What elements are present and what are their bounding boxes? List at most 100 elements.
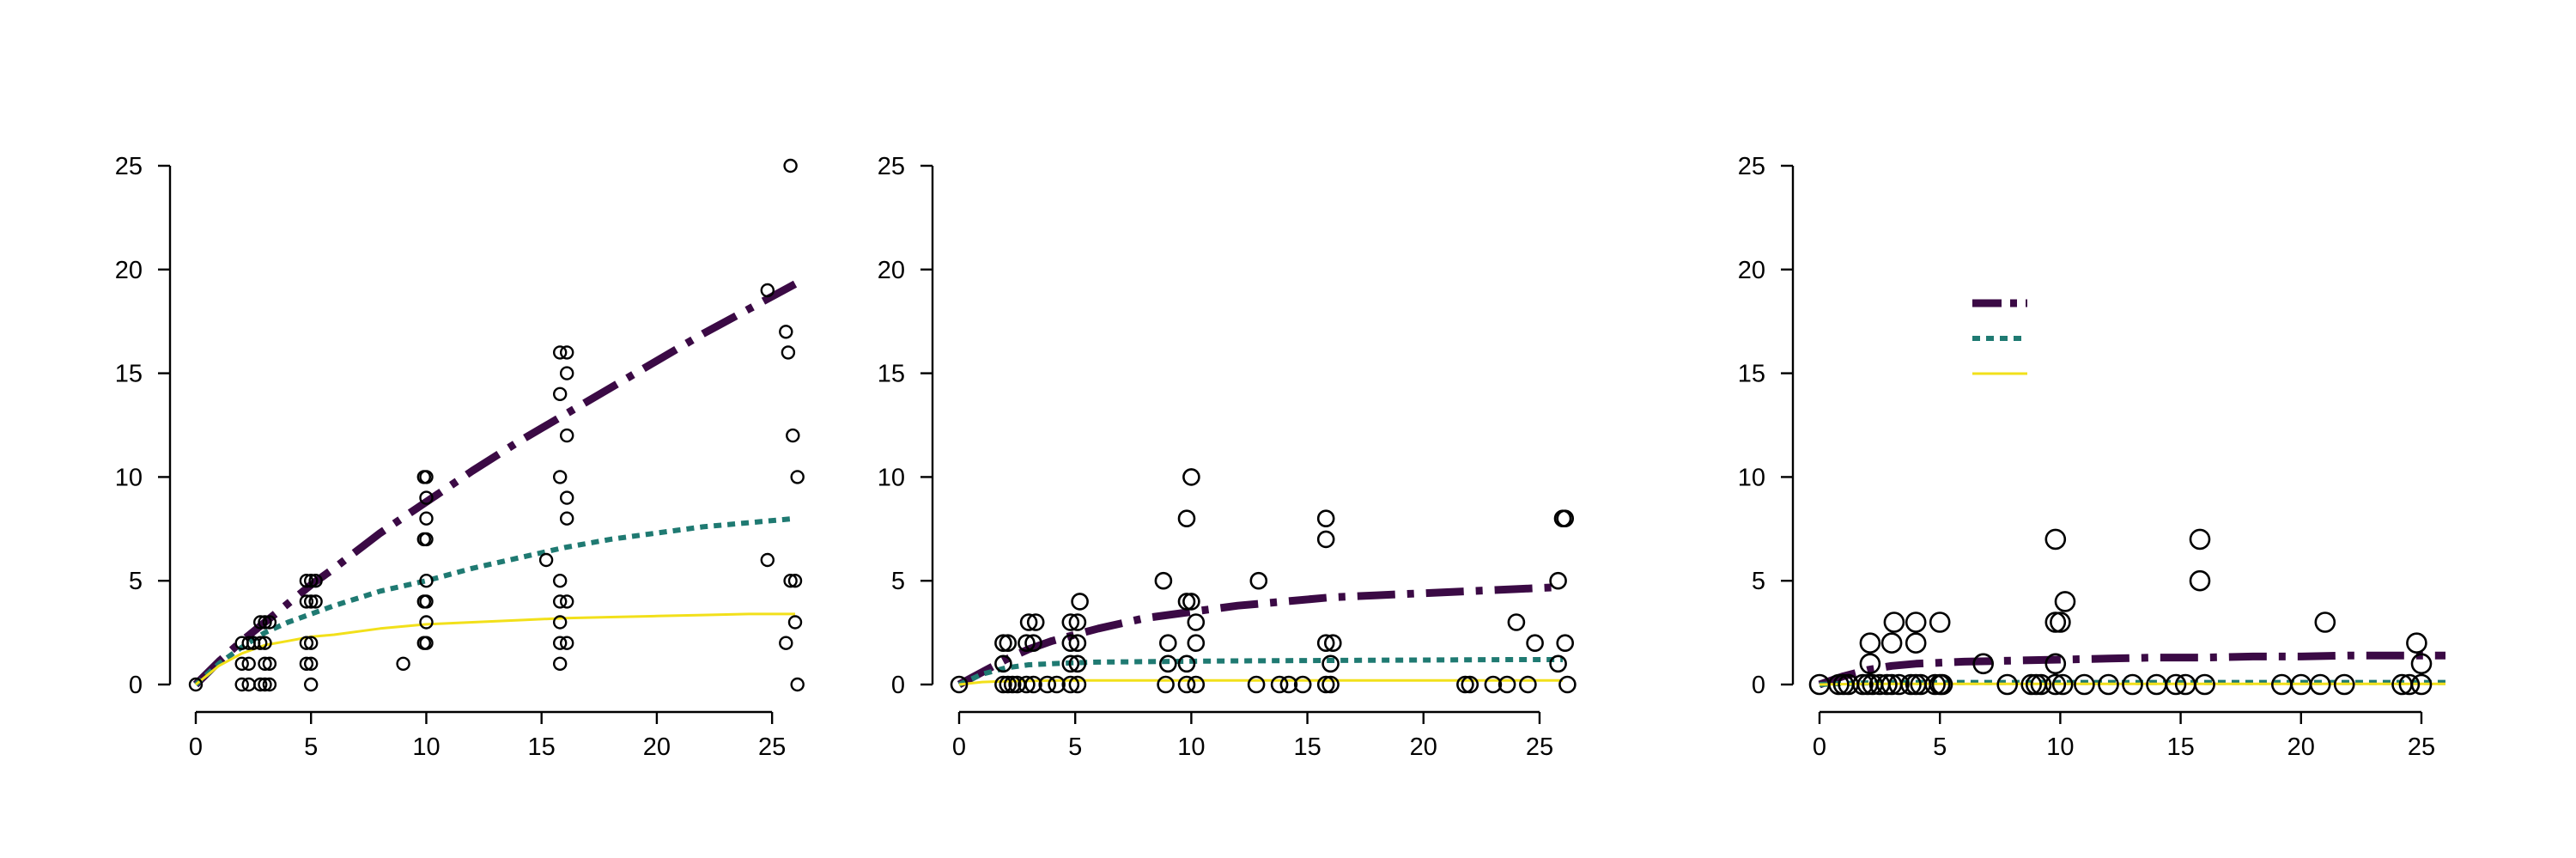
data-point [1061,634,1080,653]
data-point [1068,654,1087,673]
data-point [2122,673,2143,696]
data-point [304,636,319,650]
data-point [1852,673,1874,696]
data-point [560,428,574,443]
data-point [1071,593,1089,611]
data-point [994,654,1012,673]
x-tick-label: 5 [304,733,318,761]
data-point [416,470,431,484]
data-point [1498,675,1516,694]
data-point [2050,612,2071,633]
data-point [560,366,574,380]
data-point [560,345,574,360]
data-point [308,594,323,609]
data-point [538,552,554,568]
data-point [1321,675,1340,694]
data-point [1931,673,1953,696]
panel-2: 0 5 10 15 20 25 0 5 10 15 20 25 [878,153,1577,761]
series-line-dotted [957,657,1563,687]
series-line-solid [195,612,795,686]
data-point [553,636,568,650]
data-point [1929,612,1951,633]
data-point [787,574,803,588]
data-point [304,656,319,671]
data-point [1068,675,1087,694]
data-point [1484,675,1503,694]
data-point [304,594,319,609]
data-point [553,470,568,484]
y-tick-label: 20 [115,257,143,284]
data-point [1026,613,1045,631]
data-point [2398,673,2421,696]
series-line-dashdot [957,582,1564,688]
data-point [308,574,323,588]
x-tick-label: 25 [1526,733,1553,761]
y-tick-label: 15 [878,361,905,388]
series-line-dashdot [1818,651,2445,689]
data-point [786,428,800,443]
data-point [560,511,574,526]
x-tick-label: 15 [2166,733,2194,761]
data-point [790,470,805,484]
data-point [999,634,1018,653]
data-point [1159,634,1177,653]
data-point [1293,675,1312,694]
data-point [1182,468,1200,486]
data-point [299,656,314,671]
data-point [1558,675,1577,694]
data-point [262,615,277,630]
data-point [1888,673,1910,696]
data-point [1018,675,1036,694]
series-line-dotted [1819,679,2445,687]
panel-1: 0 5 10 15 20 25 0 5 10 15 20 25 [115,153,805,761]
data-point [419,574,434,588]
data-point [419,615,434,630]
data-point [188,677,204,692]
data-point [416,594,431,609]
data-point [994,675,1012,694]
data-point [1828,673,1850,696]
data-point [2044,653,2067,675]
y-tick-label: 0 [129,672,143,699]
data-point [1159,654,1177,673]
data-point [553,386,568,401]
data-point [2333,673,2355,696]
data-point [2054,591,2076,612]
data-point [1024,634,1042,653]
data-point [241,656,256,671]
data-point [1187,675,1206,694]
data-point [1859,653,1881,675]
data-point [1924,673,1946,696]
data-point [1061,613,1080,631]
data-point [783,574,798,588]
data-point [2098,673,2119,696]
data-point [253,677,268,692]
panel-3: 0 5 10 15 20 25 0 5 10 15 20 25 [1738,153,2445,761]
data-point [1316,509,1335,528]
data-point [234,677,249,692]
data-point [2020,673,2042,696]
data-point [1177,593,1196,611]
x-tick-label: 20 [1410,733,1437,761]
data-point [258,636,272,650]
data-point [1507,613,1526,631]
data-point [2410,673,2433,696]
data-point [760,552,775,568]
y-tick-label: 5 [1752,568,1765,595]
x-tick-label: 15 [528,733,556,761]
data-point [1068,613,1087,631]
data-point [560,594,574,609]
data-point [234,656,249,671]
data-point [2030,673,2052,696]
y-tick-label: 0 [891,672,905,699]
data-point [1324,634,1342,653]
data-point [1876,673,1898,696]
data-point [1883,612,1905,633]
x-tick-label: 0 [952,733,966,761]
data-point [2194,673,2215,696]
x-tick-label: 25 [2408,733,2435,761]
data-point [299,636,314,650]
data-point [1177,509,1196,528]
data-point [416,532,431,547]
data-point [1900,673,1922,696]
